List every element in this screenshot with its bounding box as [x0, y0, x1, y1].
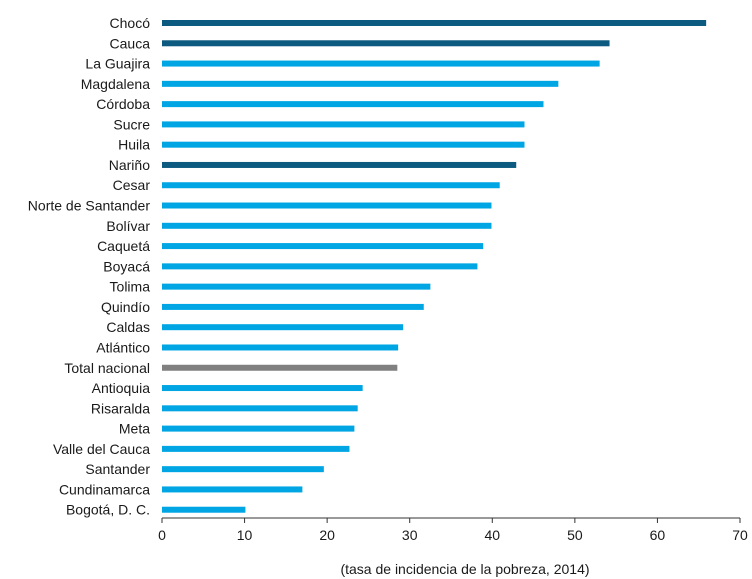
bar-la-guajira — [162, 60, 600, 67]
bar-cundinamarca — [162, 486, 303, 493]
bar-boyaca — [162, 263, 478, 270]
x-tick-label: 60 — [650, 527, 666, 543]
category-label-tolima: Tolima — [110, 279, 151, 295]
category-label-bogota-d-c: Bogotá, D. C. — [66, 502, 150, 518]
category-label-caqueta: Caquetá — [97, 238, 150, 254]
bar-santander — [162, 466, 324, 473]
bar-magdalena — [162, 80, 559, 87]
x-tick-label: 20 — [319, 527, 335, 543]
bar-atlantico — [162, 344, 399, 351]
bar-quindio — [162, 303, 424, 310]
category-label-sucre: Sucre — [113, 116, 150, 132]
bar-choco — [162, 20, 707, 26]
category-label-choco: Chocó — [110, 15, 151, 31]
category-label-cauca: Cauca — [110, 35, 151, 51]
category-label-huila: Huila — [118, 137, 150, 153]
category-label-la-guajira: La Guajira — [85, 56, 150, 72]
bar-norte-de-santander — [162, 202, 492, 209]
x-tick-label: 70 — [732, 527, 748, 543]
bar-risaralda — [162, 405, 358, 412]
bar-narino — [162, 161, 517, 168]
category-label-total-nacional: Total nacional — [64, 360, 150, 376]
bar-bogota-d-c — [162, 506, 246, 513]
x-tick-label: 0 — [158, 527, 166, 543]
category-label-boyaca: Boyacá — [103, 258, 150, 274]
x-tick-label: 30 — [402, 527, 418, 543]
category-label-cesar: Cesar — [113, 177, 151, 193]
category-label-norte-de-santander: Norte de Santander — [28, 198, 151, 214]
category-label-cordoba: Córdoba — [96, 96, 150, 112]
x-tick-label: 40 — [485, 527, 501, 543]
category-label-valle-del-cauca: Valle del Cauca — [53, 441, 150, 457]
x-tick-label: 10 — [237, 527, 253, 543]
category-label-magdalena: Magdalena — [81, 76, 150, 92]
bar-cesar — [162, 182, 500, 189]
category-label-cundinamarca: Cundinamarca — [59, 481, 150, 497]
bar-antioquia — [162, 385, 363, 392]
category-label-antioquia: Antioquia — [92, 380, 151, 396]
bar-tolima — [162, 283, 431, 290]
x-axis-ticks: 0 10 20 30 40 50 60 70 — [158, 518, 748, 543]
bar-total-nacional — [162, 364, 398, 371]
bar-bolivar — [162, 222, 492, 229]
category-label-caldas: Caldas — [106, 319, 150, 335]
category-label-bolivar: Bolívar — [106, 218, 150, 234]
bar-sucre — [162, 121, 525, 128]
category-label-meta: Meta — [119, 421, 150, 437]
x-tick-label: 50 — [567, 527, 583, 543]
category-label-atlantico: Atlántico — [96, 339, 150, 355]
bars-group — [162, 20, 707, 513]
bar-caqueta — [162, 243, 484, 250]
bar-huila — [162, 141, 525, 148]
category-label-narino: Nariño — [109, 157, 150, 173]
category-label-quindio: Quindío — [101, 299, 150, 315]
bar-cordoba — [162, 101, 544, 108]
x-axis-title: (tasa de incidencia de la pobreza, 2014) — [340, 561, 589, 577]
bar-valle-del-cauca — [162, 445, 350, 452]
category-labels: Chocó Cauca La Guajira Magdalena Córdoba Sucr… — [28, 15, 151, 518]
bar-meta — [162, 425, 355, 432]
category-label-risaralda: Risaralda — [91, 400, 150, 416]
category-label-santander: Santander — [85, 461, 150, 477]
bar-cauca — [162, 40, 610, 47]
bar-caldas — [162, 324, 404, 331]
